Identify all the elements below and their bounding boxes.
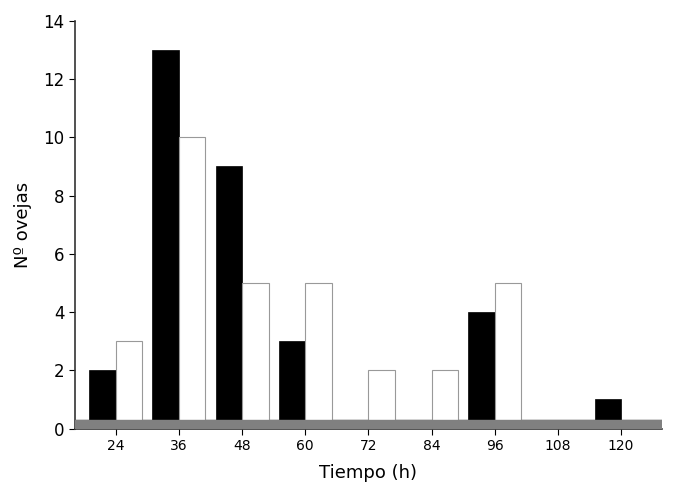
Bar bbox=[468, 312, 495, 429]
Bar bbox=[74, 421, 662, 429]
Bar bbox=[431, 371, 458, 429]
Bar bbox=[594, 399, 621, 429]
Bar bbox=[116, 341, 142, 429]
Y-axis label: Nº ovejas: Nº ovejas bbox=[14, 182, 32, 268]
Bar bbox=[89, 371, 116, 429]
X-axis label: Tiempo (h): Tiempo (h) bbox=[319, 464, 417, 482]
Bar bbox=[495, 283, 521, 429]
Bar bbox=[279, 341, 306, 429]
Bar bbox=[216, 167, 242, 429]
Bar bbox=[368, 371, 395, 429]
Bar bbox=[306, 283, 332, 429]
Bar bbox=[242, 283, 268, 429]
Bar bbox=[179, 137, 206, 429]
Bar bbox=[74, 421, 662, 429]
Bar bbox=[152, 50, 179, 429]
